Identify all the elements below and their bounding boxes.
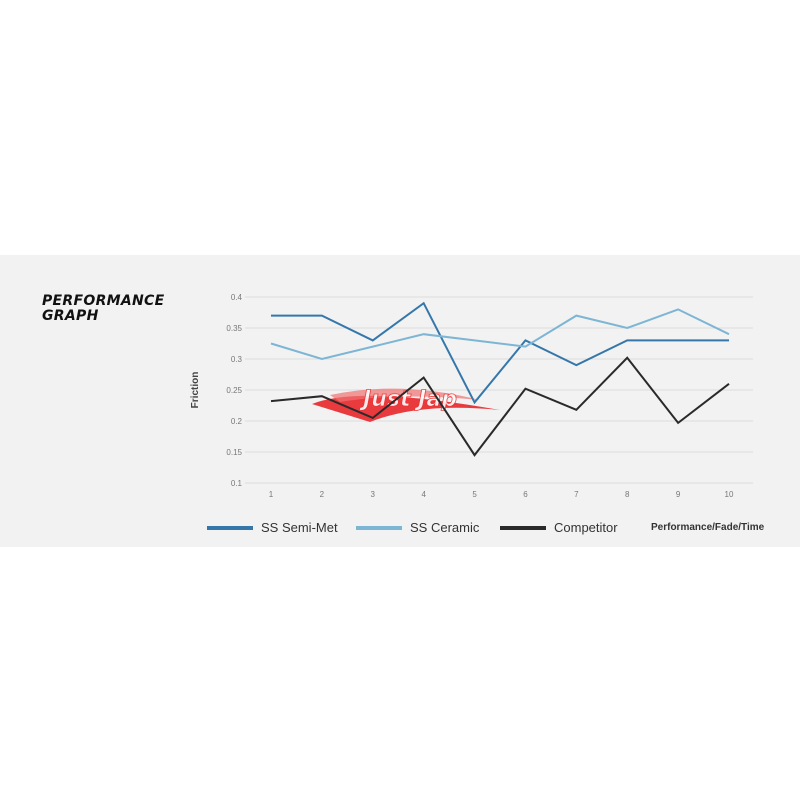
- title-line: PERFORMANCE: [42, 293, 165, 309]
- x-tick-label: 5: [472, 490, 477, 499]
- x-tick-label: 6: [523, 490, 528, 499]
- x-tick-label: 4: [421, 490, 426, 499]
- y-tick-label: 0.25: [226, 386, 242, 395]
- x-axis-label: Performance/Fade/Time: [651, 522, 765, 533]
- legend-label: SS Ceramic: [410, 520, 480, 535]
- y-tick-label: 0.35: [226, 324, 242, 333]
- legend-label: Competitor: [554, 520, 618, 535]
- x-tick-label: 7: [574, 490, 579, 499]
- x-tick-label: 3: [371, 490, 376, 499]
- legend-label: SS Semi-Met: [261, 520, 338, 535]
- series-line-competitor: [270, 356, 730, 457]
- legend-item-ceramic: SS Ceramic: [356, 520, 479, 535]
- legend-item-competitor: Competitor: [500, 520, 618, 535]
- y-tick-label: 0.1: [231, 479, 243, 488]
- y-tick-label: 0.15: [226, 448, 242, 457]
- x-tick-label: 1: [269, 490, 274, 499]
- legend-swatch: [207, 525, 253, 530]
- x-tick-label: 10: [725, 490, 734, 499]
- x-tick-label: 8: [625, 490, 630, 499]
- y-axis-label: Friction: [190, 372, 201, 409]
- chart-title: PERFORMANCE GRAPH: [42, 294, 164, 324]
- series-line-ss-ceramic: [270, 308, 730, 361]
- y-tick-label: 0.2: [231, 417, 243, 426]
- series-line-ss-semi-met: [271, 301, 729, 405]
- y-tick-label: 0.3: [231, 355, 243, 364]
- y-tick-label: 0.4: [231, 293, 243, 302]
- legend-swatch: [500, 525, 546, 530]
- x-tick-label: 2: [320, 490, 325, 499]
- title-line: GRAPH: [42, 308, 99, 324]
- x-tick-label: 9: [676, 490, 681, 499]
- legend-item-semi-met: SS Semi-Met: [207, 520, 338, 535]
- legend-swatch: [356, 525, 402, 530]
